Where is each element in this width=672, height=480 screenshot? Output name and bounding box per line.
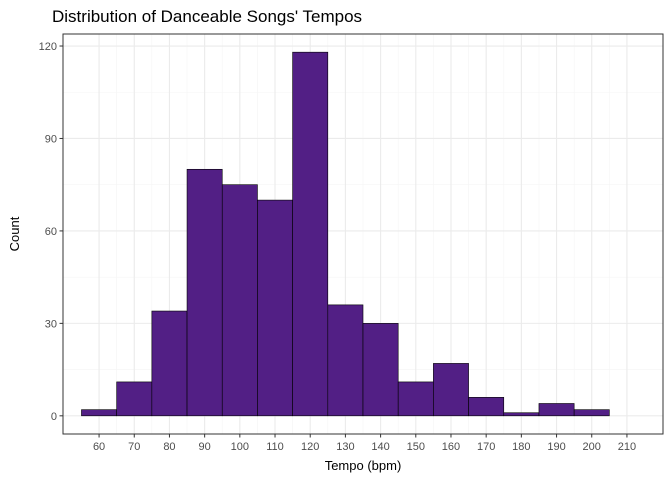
x-tick-label: 110: [266, 441, 284, 453]
x-tick-label: 160: [442, 441, 460, 453]
x-tick-label: 100: [231, 441, 249, 453]
x-tick-label: 190: [547, 441, 565, 453]
histogram-bar: [116, 381, 153, 417]
x-tick-label: 210: [618, 441, 636, 453]
histogram-bar: [292, 51, 329, 417]
panel-border: [62, 33, 664, 435]
x-tick-label: 80: [163, 441, 175, 453]
x-tick-label: 140: [371, 441, 389, 453]
y-tick-label: 120: [39, 41, 57, 53]
histogram-bar: [397, 381, 434, 417]
x-tick-label: 60: [93, 441, 105, 453]
y-tick-label: 0: [51, 411, 57, 423]
y-tick-label: 30: [45, 318, 57, 330]
histogram-bar: [221, 184, 258, 417]
histogram-bar: [433, 363, 469, 417]
histogram-bar: [573, 409, 610, 417]
histogram-bar: [151, 310, 188, 417]
x-tick-label: 180: [512, 441, 530, 453]
histogram-bar: [186, 168, 223, 417]
y-axis-title: Count: [7, 216, 22, 251]
histogram-bar: [327, 304, 364, 417]
histogram-bar: [503, 412, 540, 417]
x-tick-label: 150: [407, 441, 425, 453]
x-tick-label: 170: [477, 441, 495, 453]
histogram-bars: [81, 51, 610, 417]
histogram-bar: [81, 409, 117, 417]
y-tick-label: 90: [45, 133, 57, 145]
histogram-bar: [257, 199, 293, 417]
histogram-bar: [468, 397, 505, 417]
x-tick-label: 130: [336, 441, 354, 453]
axis-ticks: 60 70 80 90 100 110 120 130 140 150 160 170 180 190 20…: [39, 41, 636, 453]
x-tick-label: 120: [301, 441, 319, 453]
y-tick-label: 60: [45, 226, 57, 238]
chart-title: Distribution of Danceable Songs' Tempos: [52, 7, 363, 26]
x-axis-title: Tempo (bpm): [325, 458, 402, 473]
histogram-bar: [538, 403, 575, 417]
x-tick-label: 90: [199, 441, 211, 453]
histogram-bar: [362, 323, 399, 417]
x-tick-label: 70: [128, 441, 140, 453]
x-tick-label: 200: [583, 441, 601, 453]
